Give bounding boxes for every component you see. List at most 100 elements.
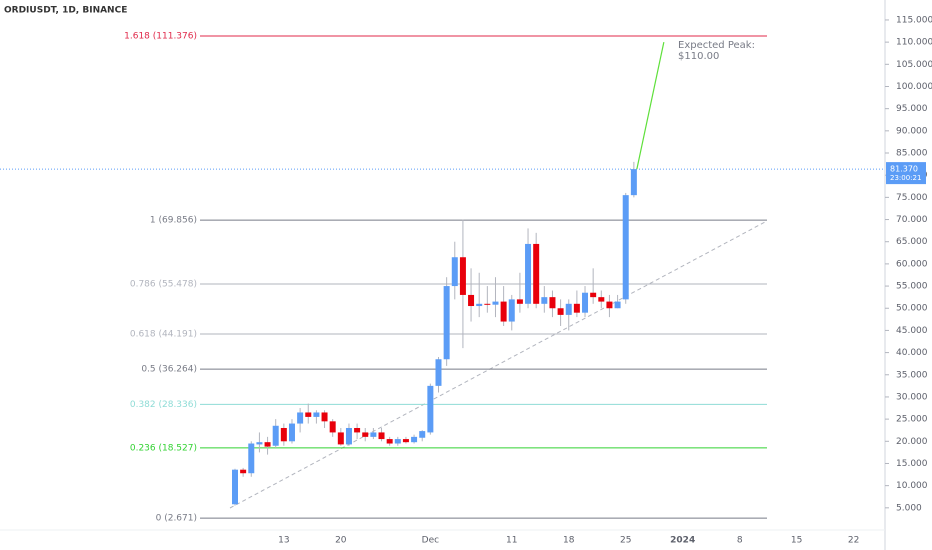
candle-body bbox=[297, 412, 304, 424]
trend-line bbox=[229, 221, 766, 509]
y-tick-label: 20.000 bbox=[896, 437, 928, 447]
y-tick-label: 65.000 bbox=[896, 237, 928, 247]
y-tick-label: 90.000 bbox=[896, 126, 928, 136]
fib-label: 0 (2.671) bbox=[156, 514, 197, 524]
price-box bbox=[886, 162, 926, 185]
fib-label: 0.236 (18.527) bbox=[130, 443, 197, 453]
candle-body bbox=[549, 297, 556, 309]
candle-body bbox=[337, 432, 344, 445]
candle-body bbox=[557, 308, 564, 315]
candle-body bbox=[451, 257, 458, 287]
candle-body bbox=[419, 431, 426, 438]
candle-body bbox=[313, 412, 320, 417]
candle-body bbox=[500, 301, 507, 322]
countdown: 23:00:21 bbox=[890, 174, 921, 182]
candle-body bbox=[565, 303, 572, 315]
candle-body bbox=[321, 412, 328, 422]
candle-body bbox=[362, 432, 369, 437]
y-tick-label: 105.000 bbox=[896, 60, 932, 70]
annotation: $110.00 bbox=[678, 51, 719, 62]
candle-body bbox=[248, 443, 255, 474]
candle-body bbox=[354, 427, 361, 433]
fib-label: 0.382 (28.336) bbox=[130, 400, 197, 410]
x-tick-label: 13 bbox=[278, 536, 289, 546]
candle-body bbox=[492, 301, 499, 305]
fib-label: 0.5 (36.264) bbox=[141, 365, 197, 375]
y-tick-label: 10.000 bbox=[896, 481, 928, 491]
x-tick-label: 25 bbox=[620, 536, 631, 546]
y-tick-label: 5.000 bbox=[896, 503, 922, 513]
candle-body bbox=[329, 421, 336, 433]
candle-body bbox=[264, 442, 271, 447]
candle-body bbox=[427, 385, 434, 433]
y-tick-label: 15.000 bbox=[896, 459, 928, 469]
candle-body bbox=[378, 432, 385, 440]
y-tick-label: 50.000 bbox=[896, 304, 928, 314]
candle-body bbox=[468, 294, 475, 307]
candle-body bbox=[525, 243, 532, 304]
y-tick-label: 75.000 bbox=[896, 193, 928, 203]
y-tick-label: 95.000 bbox=[896, 104, 928, 114]
fib-label: 0.618 (44.191) bbox=[130, 330, 197, 340]
y-tick-label: 60.000 bbox=[896, 259, 928, 269]
candle-body bbox=[516, 299, 523, 304]
x-tick-label: 8 bbox=[737, 536, 743, 546]
y-tick-label: 45.000 bbox=[896, 326, 928, 336]
x-tick-label: 20 bbox=[335, 536, 347, 546]
candle-body bbox=[305, 412, 312, 417]
y-tick-label: 85.000 bbox=[896, 149, 928, 159]
candle-body bbox=[606, 301, 613, 309]
fib-label: 0.786 (55.478) bbox=[130, 279, 197, 289]
y-tick-label: 100.000 bbox=[896, 82, 932, 92]
x-tick-label: 22 bbox=[848, 536, 859, 546]
candle-body bbox=[272, 425, 279, 446]
x-tick-label: 18 bbox=[563, 536, 575, 546]
y-tick-label: 70.000 bbox=[896, 215, 928, 225]
candle-body bbox=[630, 169, 637, 196]
candle-body bbox=[402, 439, 409, 443]
candle-body bbox=[288, 423, 295, 442]
candle-body bbox=[240, 469, 247, 474]
candle-body bbox=[394, 439, 401, 444]
candle-body bbox=[476, 303, 483, 307]
candle-body bbox=[622, 195, 629, 300]
x-tick-label: Dec bbox=[422, 536, 439, 546]
candle-body bbox=[459, 257, 466, 295]
projection-line bbox=[636, 42, 665, 170]
candle-body bbox=[541, 297, 548, 304]
fib-label: 1.618 (111.376) bbox=[124, 32, 197, 42]
y-tick-label: 110.000 bbox=[896, 38, 932, 48]
candle-body bbox=[280, 427, 287, 442]
y-tick-label: 35.000 bbox=[896, 370, 928, 380]
candle-body bbox=[411, 436, 418, 443]
y-tick-label: 55.000 bbox=[896, 282, 928, 292]
candle-body bbox=[232, 469, 238, 505]
candle-body bbox=[508, 299, 515, 322]
candle-body bbox=[484, 303, 491, 305]
x-tick-label: 11 bbox=[506, 536, 517, 546]
annotation: Expected Peak: bbox=[678, 40, 755, 51]
x-tick-label: 15 bbox=[791, 536, 802, 546]
fib-label: 1 (69.856) bbox=[150, 216, 197, 226]
candle-body bbox=[614, 301, 621, 309]
candle-body bbox=[533, 243, 540, 304]
candle-body bbox=[590, 292, 597, 298]
candle-body bbox=[386, 439, 393, 444]
y-tick-label: 25.000 bbox=[896, 415, 928, 425]
y-tick-label: 40.000 bbox=[896, 348, 928, 358]
candle-body bbox=[598, 297, 605, 302]
candle-body bbox=[443, 286, 450, 360]
candle-body bbox=[256, 442, 263, 445]
candle-body bbox=[582, 292, 589, 313]
y-tick-label: 30.000 bbox=[896, 392, 928, 402]
candle-body bbox=[435, 359, 442, 386]
candle-body bbox=[345, 427, 352, 445]
chart-title: ORDIUSDT, 1D, BINANCE bbox=[4, 6, 127, 16]
candle-body bbox=[370, 432, 377, 437]
x-tick-label: 2024 bbox=[670, 536, 695, 546]
price-label: 81.370 bbox=[890, 165, 918, 174]
candle-body bbox=[573, 303, 580, 313]
y-tick-label: 115.000 bbox=[896, 15, 932, 25]
